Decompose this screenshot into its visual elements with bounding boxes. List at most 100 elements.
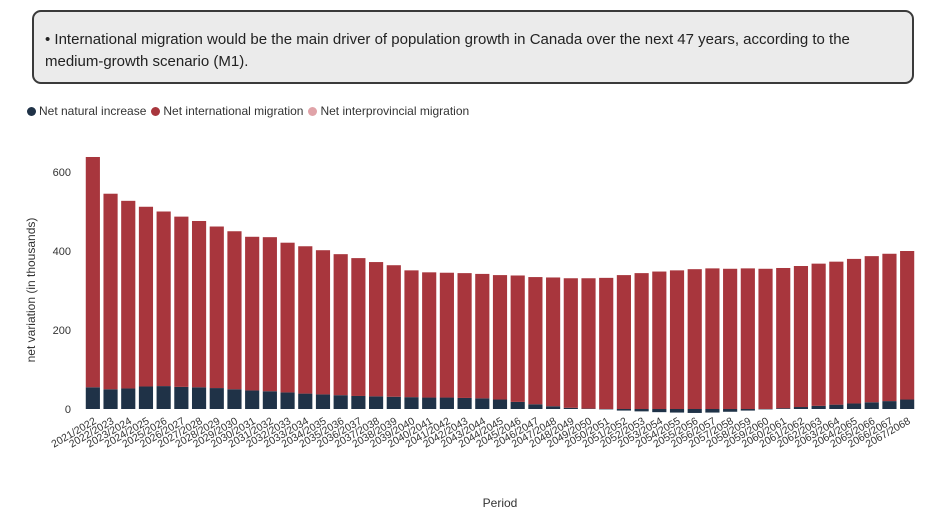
bar-segment-natural[interactable] [333, 395, 348, 410]
bar-segment-natural[interactable] [156, 386, 171, 409]
bar-segment-international[interactable] [280, 242, 295, 393]
bar-segment-natural[interactable] [475, 398, 490, 409]
bar-segment-natural[interactable] [900, 399, 915, 409]
bar-segment-international[interactable] [121, 200, 136, 389]
bar-segment-natural[interactable] [846, 403, 862, 409]
bar-segment-natural[interactable] [563, 407, 578, 409]
bar-segment-international[interactable] [546, 277, 561, 407]
bar-segment-natural[interactable] [616, 409, 631, 411]
bar-segment-international[interactable] [563, 278, 578, 408]
bar-segment-natural[interactable] [652, 409, 667, 413]
bar-segment-natural[interactable] [811, 405, 826, 409]
bar-segment-international[interactable] [652, 271, 667, 409]
bar-segment-international[interactable] [315, 250, 331, 395]
bar-segment-natural[interactable] [351, 395, 366, 409]
bar-segment-natural[interactable] [315, 394, 331, 409]
bar-segment-international[interactable] [174, 216, 189, 387]
bar-segment-international[interactable] [439, 272, 454, 398]
bar-segment-natural[interactable] [138, 386, 154, 410]
bar-segment-natural[interactable] [492, 399, 508, 409]
bar-segment-international[interactable] [510, 275, 525, 402]
bar-segment-natural[interactable] [723, 409, 738, 412]
legend-item-natural[interactable]: Net natural increase [27, 104, 146, 118]
bar-segment-natural[interactable] [386, 396, 401, 409]
bar-segment-international[interactable] [829, 261, 844, 405]
bar-segment-international[interactable] [422, 272, 437, 398]
bar-segment-international[interactable] [793, 266, 809, 408]
bar-segment-natural[interactable] [85, 387, 100, 409]
bar-segment-international[interactable] [669, 270, 685, 410]
bar-segment-natural[interactable] [404, 397, 419, 409]
bar-segment-international[interactable] [705, 268, 720, 409]
bar-segment-international[interactable] [758, 268, 773, 409]
bar-segment-international[interactable] [882, 253, 897, 402]
bar-segment-international[interactable] [900, 251, 915, 400]
bar-segment-international[interactable] [262, 237, 277, 392]
bars-layer [85, 156, 915, 413]
bar-segment-natural[interactable] [121, 388, 136, 409]
bar-segment-natural[interactable] [546, 406, 561, 410]
bar-segment-international[interactable] [156, 211, 171, 387]
bar-segment-natural[interactable] [510, 401, 525, 409]
bar-segment-natural[interactable] [174, 386, 189, 409]
bar-segment-international[interactable] [723, 268, 738, 409]
bar-segment-international[interactable] [475, 273, 490, 399]
bar-segment-natural[interactable] [298, 393, 313, 410]
bar-segment-natural[interactable] [793, 407, 809, 409]
bar-segment-international[interactable] [138, 206, 154, 387]
bar-segment-natural[interactable] [103, 389, 118, 409]
bar-segment-international[interactable] [103, 193, 118, 390]
bar-segment-natural[interactable] [439, 397, 454, 410]
bar-segment-international[interactable] [864, 256, 879, 403]
bar-segment-natural[interactable] [209, 388, 224, 409]
bar-segment-international[interactable] [846, 258, 862, 404]
bar-segment-international[interactable] [616, 275, 631, 410]
bar-segment-international[interactable] [776, 267, 791, 409]
y-tick-label: 0 [65, 404, 71, 416]
bar-segment-natural[interactable] [422, 397, 437, 410]
legend-item-interprovincial[interactable]: Net interprovincial migration [308, 104, 469, 118]
bar-segment-natural[interactable] [687, 409, 702, 413]
bar-segment-international[interactable] [85, 156, 100, 388]
bar-segment-international[interactable] [209, 226, 224, 389]
bar-segment-international[interactable] [740, 268, 755, 409]
legend-label-interprovincial: Net interprovincial migration [320, 104, 470, 118]
bar-segment-international[interactable] [687, 269, 702, 409]
bar-segment-natural[interactable] [864, 402, 879, 409]
bar-segment-international[interactable] [369, 262, 384, 397]
bar-segment-natural[interactable] [227, 389, 242, 409]
bar-segment-international[interactable] [404, 270, 419, 398]
bar-segment-natural[interactable] [262, 391, 277, 410]
bar-segment-international[interactable] [457, 273, 472, 398]
bar-segment-natural[interactable] [369, 396, 384, 409]
bar-segment-natural[interactable] [776, 408, 791, 409]
bar-segment-international[interactable] [227, 231, 242, 390]
bar-segment-international[interactable] [298, 246, 313, 394]
bar-segment-international[interactable] [634, 273, 649, 409]
bar-segment-international[interactable] [811, 263, 826, 406]
bar-segment-natural[interactable] [705, 409, 720, 413]
bar-segment-international[interactable] [599, 277, 614, 409]
bar-segment-natural[interactable] [245, 390, 260, 410]
bar-segment-natural[interactable] [634, 409, 649, 412]
bar-segment-natural[interactable] [829, 404, 844, 409]
bar-segment-natural[interactable] [740, 409, 755, 411]
bar-segment-international[interactable] [492, 275, 508, 400]
legend-swatch-natural [27, 106, 36, 116]
bar-segment-natural[interactable] [191, 387, 207, 409]
bar-segment-natural[interactable] [669, 409, 685, 413]
bar-segment-natural[interactable] [280, 392, 295, 409]
bar-segment-international[interactable] [245, 236, 260, 391]
bar-segment-natural[interactable] [882, 401, 897, 409]
legend-label-natural: Net natural increase [39, 104, 147, 118]
y-axis-title: net variation (in thousands) [24, 218, 38, 363]
bar-segment-international[interactable] [333, 254, 348, 396]
bar-segment-international[interactable] [528, 277, 543, 405]
bar-segment-international[interactable] [191, 220, 207, 388]
bar-segment-natural[interactable] [528, 404, 543, 409]
bar-segment-international[interactable] [351, 258, 366, 396]
bar-segment-international[interactable] [581, 278, 596, 409]
legend-item-international[interactable]: Net international migration [151, 104, 303, 118]
bar-segment-natural[interactable] [457, 397, 472, 409]
bar-segment-international[interactable] [386, 265, 401, 397]
